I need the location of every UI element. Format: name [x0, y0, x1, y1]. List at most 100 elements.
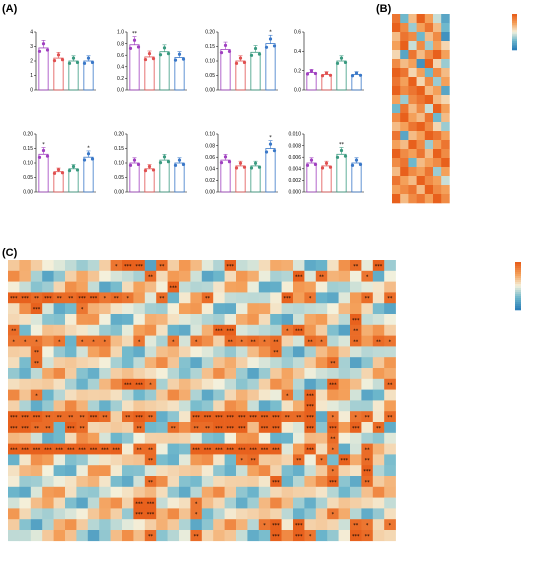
- heat-cell: [99, 486, 111, 498]
- heat-cell: [372, 508, 385, 520]
- heat-cell: [76, 530, 89, 542]
- y-tick-label: 0.000: [288, 190, 301, 196]
- heat-cell: [372, 411, 385, 423]
- heat-cell: [42, 368, 54, 380]
- heat-cell: [350, 497, 362, 509]
- heat-cell: [156, 292, 168, 304]
- heat-cell: [392, 167, 401, 177]
- heat-cell: [213, 314, 225, 326]
- heat-cell: [433, 176, 442, 186]
- significance-mark: **: [205, 426, 211, 432]
- heat-cell: [400, 176, 409, 186]
- heat-cell: [408, 68, 417, 78]
- heat-cell: [30, 508, 43, 520]
- data-point: [132, 38, 137, 42]
- colorbar-step: [512, 17, 517, 20]
- data-point: [158, 161, 163, 165]
- heat-cell: [19, 508, 32, 520]
- heat-cell: [190, 486, 203, 498]
- heat-cell: [87, 368, 100, 380]
- significance-mark: *: [81, 339, 84, 345]
- heat-cell: [42, 378, 54, 390]
- subplot-7: 0.00 0.02 0.04 0.06 0.08 0.10 *: [205, 132, 278, 196]
- heat-cell: [327, 400, 339, 412]
- heat-cell: [258, 443, 271, 455]
- heat-cell: [392, 158, 401, 168]
- heat-cell: [213, 486, 225, 498]
- heat-cell: [224, 411, 237, 423]
- heat-cell: [76, 476, 89, 488]
- heat-cell: [224, 497, 237, 509]
- heat-cell: [372, 324, 385, 336]
- significance-mark: ***: [170, 285, 178, 291]
- y-tick-label: 0.0: [294, 88, 301, 94]
- heat-cell: [392, 50, 401, 60]
- heat-cell: [424, 140, 434, 150]
- colorbar-step: [512, 21, 517, 24]
- heat-cell: [433, 95, 442, 105]
- heat-cell: [144, 486, 157, 498]
- significance-mark: **: [34, 296, 40, 302]
- significance-mark: *: [115, 264, 118, 270]
- heat-cell: [327, 389, 339, 401]
- heat-cell: [87, 303, 100, 315]
- heat-cell: [270, 530, 282, 542]
- bar: [174, 162, 185, 193]
- heat-cell: [304, 260, 317, 272]
- heat-cell: [441, 185, 450, 195]
- heat-cell: [76, 281, 89, 293]
- heat-cell: [258, 357, 271, 369]
- heat-cell: [372, 378, 385, 390]
- heat-cell: [361, 422, 374, 434]
- heat-cell: [392, 32, 401, 42]
- heat-cell: [8, 519, 20, 531]
- significance-mark: *: [42, 142, 45, 148]
- data-point: [177, 52, 182, 56]
- heat-cell: [201, 335, 214, 347]
- significance-mark: ***: [124, 264, 132, 270]
- heat-cell: [408, 185, 417, 195]
- heat-cell: [87, 497, 100, 509]
- heat-cell: [42, 530, 54, 542]
- heat-cell: [76, 454, 89, 466]
- heat-cell: [236, 324, 248, 336]
- heat-cell: [190, 530, 203, 542]
- data-point: [324, 71, 329, 75]
- heat-cell: [293, 368, 305, 380]
- heat-cell: [392, 23, 401, 33]
- heat-cell: [53, 411, 66, 423]
- heat-cell: [338, 486, 351, 498]
- heat-cell: [315, 303, 328, 315]
- heat-cell: [8, 476, 20, 488]
- heat-cell: [270, 260, 282, 272]
- heat-cell: [122, 497, 134, 509]
- heat-cell: [167, 378, 180, 390]
- panel-label-a: (A): [2, 3, 18, 15]
- heat-cell: [87, 443, 100, 455]
- heat-cell: [424, 149, 434, 159]
- y-tick-label: 0.05: [205, 73, 215, 79]
- heat-cell: [236, 357, 248, 369]
- heat-cell: [99, 508, 111, 520]
- heat-cell: [408, 86, 417, 96]
- heat-cell: [327, 443, 339, 455]
- heat-cell: [304, 432, 317, 444]
- heat-cell: [441, 23, 450, 33]
- significance-mark: *: [126, 296, 129, 302]
- heat-cell: [293, 530, 305, 542]
- heat-cell: [315, 270, 328, 282]
- significance-mark: ***: [261, 415, 269, 421]
- heat-cell: [122, 303, 134, 315]
- heat-cell: [213, 378, 225, 390]
- significance-mark: **: [132, 31, 138, 37]
- significance-mark: *: [24, 339, 27, 345]
- heat-cell: [224, 432, 237, 444]
- significance-mark: ***: [329, 426, 337, 432]
- significance-mark: **: [365, 458, 371, 464]
- significance-mark: ***: [33, 415, 41, 421]
- y-tick-label: 0.4: [117, 65, 124, 71]
- heat-cell: [327, 454, 339, 466]
- heat-cell: [30, 292, 43, 304]
- heat-cell: [281, 422, 294, 434]
